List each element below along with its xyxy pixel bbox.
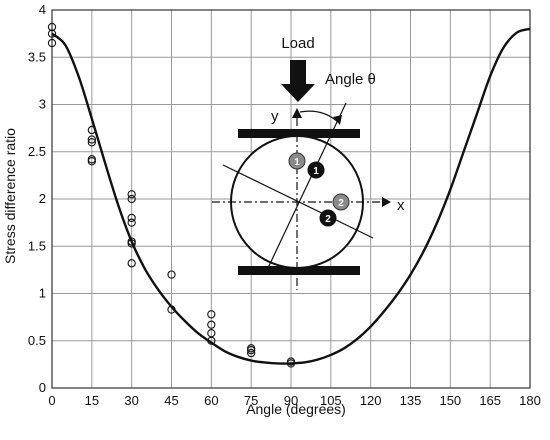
angle-theta-label: Angle θ — [325, 71, 376, 88]
svg-text:2: 2 — [325, 214, 331, 225]
marker-1-gray: 1 — [288, 152, 306, 170]
x-tick-label: 165 — [479, 393, 501, 408]
marker-1-black: 1 — [307, 161, 325, 179]
measured-points — [47, 22, 296, 368]
marker-2-black: 2 — [319, 209, 337, 227]
data-point — [47, 29, 57, 38]
data-point — [127, 218, 136, 227]
load-arrow-shaft — [290, 60, 306, 84]
fitted-curve — [51, 27, 531, 365]
y-tick-label: 2.5 — [28, 144, 46, 159]
marker-2-gray: 2 — [332, 193, 350, 211]
x-tick-label: 135 — [400, 393, 422, 408]
svg-text:2: 2 — [338, 198, 344, 209]
data-point — [127, 190, 136, 199]
x-tick-label: 180 — [519, 393, 541, 408]
y-tick-label: 1.5 — [28, 238, 46, 253]
data-point — [87, 138, 96, 147]
rotated-axis-2 — [222, 164, 374, 239]
y-tick-label: 0 — [39, 380, 46, 395]
x-tick-label: 150 — [439, 393, 461, 408]
plot-border — [51, 9, 531, 389]
load-arrow-head — [281, 84, 315, 102]
data-point — [207, 336, 216, 345]
data-point — [47, 22, 57, 32]
x-tick-labels: 0 15 30 45 60 75 90 105 120 135 150 165 180 — [48, 393, 540, 408]
data-point — [167, 305, 176, 314]
data-point — [286, 359, 296, 368]
data-point — [127, 194, 136, 204]
y-axis-title: Stress difference ratio — [2, 128, 18, 264]
data-point — [247, 348, 256, 358]
inset-diagram — [212, 60, 391, 290]
data-point — [207, 320, 216, 329]
y-arrow-head — [292, 108, 302, 118]
bottom-platen — [238, 266, 360, 275]
x-axis-label: x — [397, 197, 405, 214]
data-point — [127, 239, 136, 248]
y-tick-label: 2 — [39, 191, 46, 206]
y-tick-label: 3.5 — [28, 49, 46, 64]
svg-text:1: 1 — [294, 157, 300, 168]
angle-arc — [299, 110, 339, 123]
fitted-curve-line — [51, 27, 531, 365]
y-tick-label: 0.5 — [28, 333, 46, 348]
data-point — [127, 213, 136, 223]
x-tick-label: 75 — [244, 393, 258, 408]
x-tick-label: 30 — [124, 393, 138, 408]
data-point — [127, 259, 136, 268]
y-tick-label: 1 — [39, 286, 46, 301]
x-tick-label: 60 — [204, 393, 218, 408]
y-tick-label: 3 — [39, 97, 46, 112]
angle-arc-arrow — [333, 115, 342, 125]
svg-text:1: 1 — [313, 166, 319, 177]
plot-frame — [51, 9, 531, 389]
load-label: Load — [281, 35, 314, 52]
x-tick-label: 90 — [284, 393, 298, 408]
x-tick-label: 0 — [48, 393, 55, 408]
y-tick-labels: 0 0.5 1 1.5 2 2.5 3 3.5 4 — [28, 2, 46, 395]
x-tick-label: 120 — [360, 393, 382, 408]
x-tick-label: 45 — [164, 393, 178, 408]
data-point — [87, 157, 96, 166]
top-platen — [238, 129, 360, 138]
data-point — [47, 38, 57, 48]
x-tick-label: 15 — [85, 393, 99, 408]
data-point — [87, 125, 96, 135]
x-tick-label: 105 — [320, 393, 342, 408]
y-axis-label: y — [271, 108, 279, 125]
y-tick-label: 4 — [39, 2, 46, 17]
data-point — [247, 346, 256, 355]
data-point — [167, 270, 176, 279]
x-axis-title: Angle (degrees) — [246, 401, 346, 417]
data-point — [87, 135, 96, 144]
x-arrow-head — [382, 197, 391, 207]
data-point — [207, 310, 216, 319]
rotated-axis-1 — [267, 102, 347, 269]
